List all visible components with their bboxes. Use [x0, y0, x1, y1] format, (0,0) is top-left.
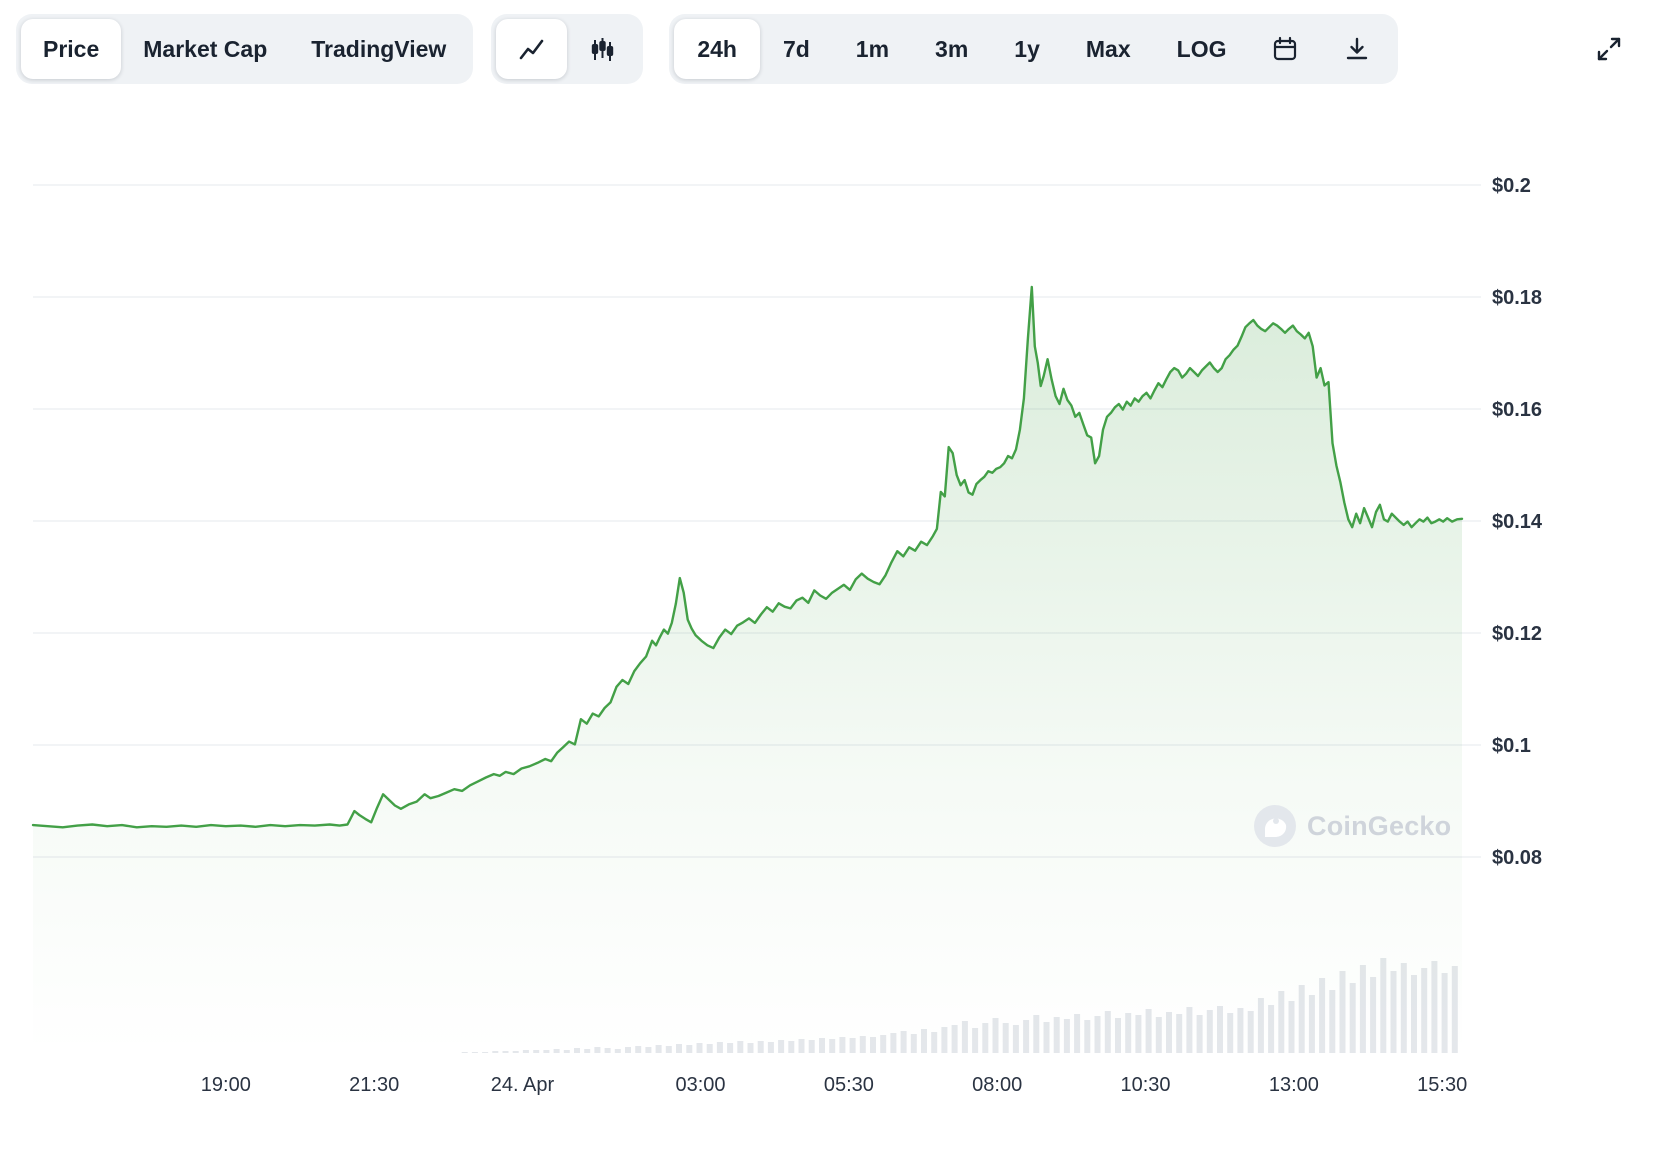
- x-axis-label: 08:00: [972, 1074, 1022, 1096]
- range-24h-label: 24h: [697, 35, 737, 62]
- y-axis-label: $0.16: [1492, 399, 1542, 421]
- x-axis-label: 10:30: [1120, 1074, 1170, 1096]
- range-3m-label: 3m: [935, 35, 969, 62]
- tab-price[interactable]: Price: [21, 19, 122, 79]
- chart-toolbar: Price Market Cap TradingView 24h 7d 1m 3…: [16, 14, 1638, 84]
- range-1m-label: 1m: [855, 35, 890, 62]
- tab-tradingview[interactable]: TradingView: [289, 19, 468, 79]
- range-24h[interactable]: 24h: [674, 19, 760, 79]
- range-3m[interactable]: 3m: [912, 19, 991, 79]
- range-1y-label: 1y: [1014, 35, 1040, 62]
- x-axis-label: 03:00: [675, 1074, 725, 1096]
- y-axis-label: $0.14: [1492, 511, 1543, 533]
- tab-market-cap-label: Market Cap: [143, 35, 268, 62]
- y-axis-label: $0.12: [1492, 623, 1542, 645]
- x-axis-label: 24. Apr: [491, 1074, 555, 1096]
- x-axis-label: 15:30: [1417, 1074, 1467, 1096]
- y-axis-label: $0.1: [1492, 735, 1531, 757]
- date-range-button[interactable]: [1249, 19, 1321, 79]
- x-axis-label: 21:30: [349, 1074, 399, 1096]
- price-area: [33, 286, 1462, 1053]
- range-7d-label: 7d: [782, 35, 810, 62]
- fullscreen-button[interactable]: [1580, 19, 1638, 79]
- coingecko-logo-icon: [1254, 805, 1296, 847]
- x-axis-label: 05:30: [824, 1074, 874, 1096]
- download-chart-button[interactable]: [1321, 19, 1393, 79]
- y-axis-label: $0.08: [1492, 847, 1542, 869]
- chart-type-tabs: Price Market Cap TradingView: [16, 14, 474, 84]
- y-axis-label: $0.2: [1492, 175, 1531, 197]
- calendar-icon: [1274, 36, 1297, 61]
- tab-tradingview-label: TradingView: [311, 35, 447, 62]
- range-1m[interactable]: 1m: [833, 19, 912, 79]
- expand-icon: [1597, 37, 1621, 61]
- x-axis-label: 19:00: [201, 1074, 251, 1096]
- log-scale-toggle[interactable]: LOG: [1154, 19, 1250, 79]
- download-icon: [1347, 37, 1368, 60]
- price-line: [31, 285, 1464, 829]
- time-range-tabs: 24h 7d 1m 3m 1y Max LOG: [669, 14, 1399, 84]
- line-chart-style-button[interactable]: [496, 19, 568, 79]
- tab-price-label: Price: [43, 35, 100, 62]
- watermark-text: CoinGecko: [1307, 810, 1452, 841]
- line-chart-icon: [520, 39, 544, 59]
- tab-market-cap[interactable]: Market Cap: [121, 19, 289, 79]
- chart-style-toggle: [491, 14, 644, 84]
- candlestick-style-button[interactable]: [567, 19, 638, 79]
- range-1y[interactable]: 1y: [991, 19, 1063, 79]
- range-max-label: Max: [1085, 35, 1131, 62]
- log-scale-label: LOG: [1176, 35, 1227, 62]
- coingecko-watermark: CoinGecko: [1253, 804, 1451, 848]
- range-max[interactable]: Max: [1063, 19, 1154, 79]
- range-7d[interactable]: 7d: [760, 19, 833, 79]
- y-axis-label: $0.18: [1492, 287, 1542, 309]
- x-axis-label: 13:00: [1269, 1074, 1319, 1096]
- candlestick-icon: [592, 37, 614, 61]
